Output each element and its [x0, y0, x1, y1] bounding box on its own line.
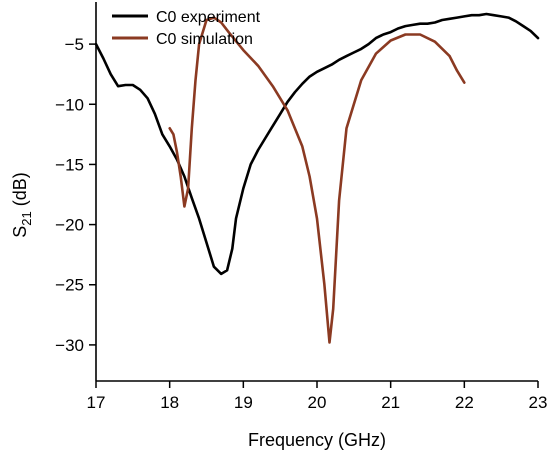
x-tick-label: 23	[529, 393, 548, 412]
plot-area	[94, 12, 540, 344]
legend-label-simulation: C0 simulation	[156, 31, 253, 48]
x-tick-label: 19	[234, 393, 253, 412]
x-tick-label: 21	[381, 393, 400, 412]
x-tick-label: 22	[455, 393, 474, 412]
y-axis-title-subscript: 21	[19, 211, 34, 225]
y-tick-label: −10	[55, 95, 84, 114]
series-line-experiment	[94, 12, 540, 276]
x-tick-label: 17	[87, 393, 106, 412]
x-axis-title: Frequency (GHz)	[248, 430, 386, 450]
series-line-simulation	[168, 16, 466, 344]
y-axis-title-unit: (dB)	[10, 172, 30, 211]
x-tick-label: 20	[308, 393, 327, 412]
legend: C0 experiment C0 simulation	[112, 9, 261, 48]
x-tick-label: 18	[160, 393, 179, 412]
axes	[95, 2, 538, 382]
y-tick-label: −5	[65, 35, 84, 54]
y-axis-title: S21 (dB)	[10, 172, 34, 238]
y-tick-label: −15	[55, 155, 84, 174]
y-axis-title-main: S	[10, 226, 30, 238]
legend-label-experiment: C0 experiment	[156, 9, 261, 26]
y-tick-label: −20	[55, 216, 84, 235]
y-tick-label: −30	[55, 336, 84, 355]
y-tick-label: −25	[55, 276, 84, 295]
ticks: 17 18 19 20 21 22 23 −5 −10 −15 −20 −25 −30	[55, 35, 547, 412]
